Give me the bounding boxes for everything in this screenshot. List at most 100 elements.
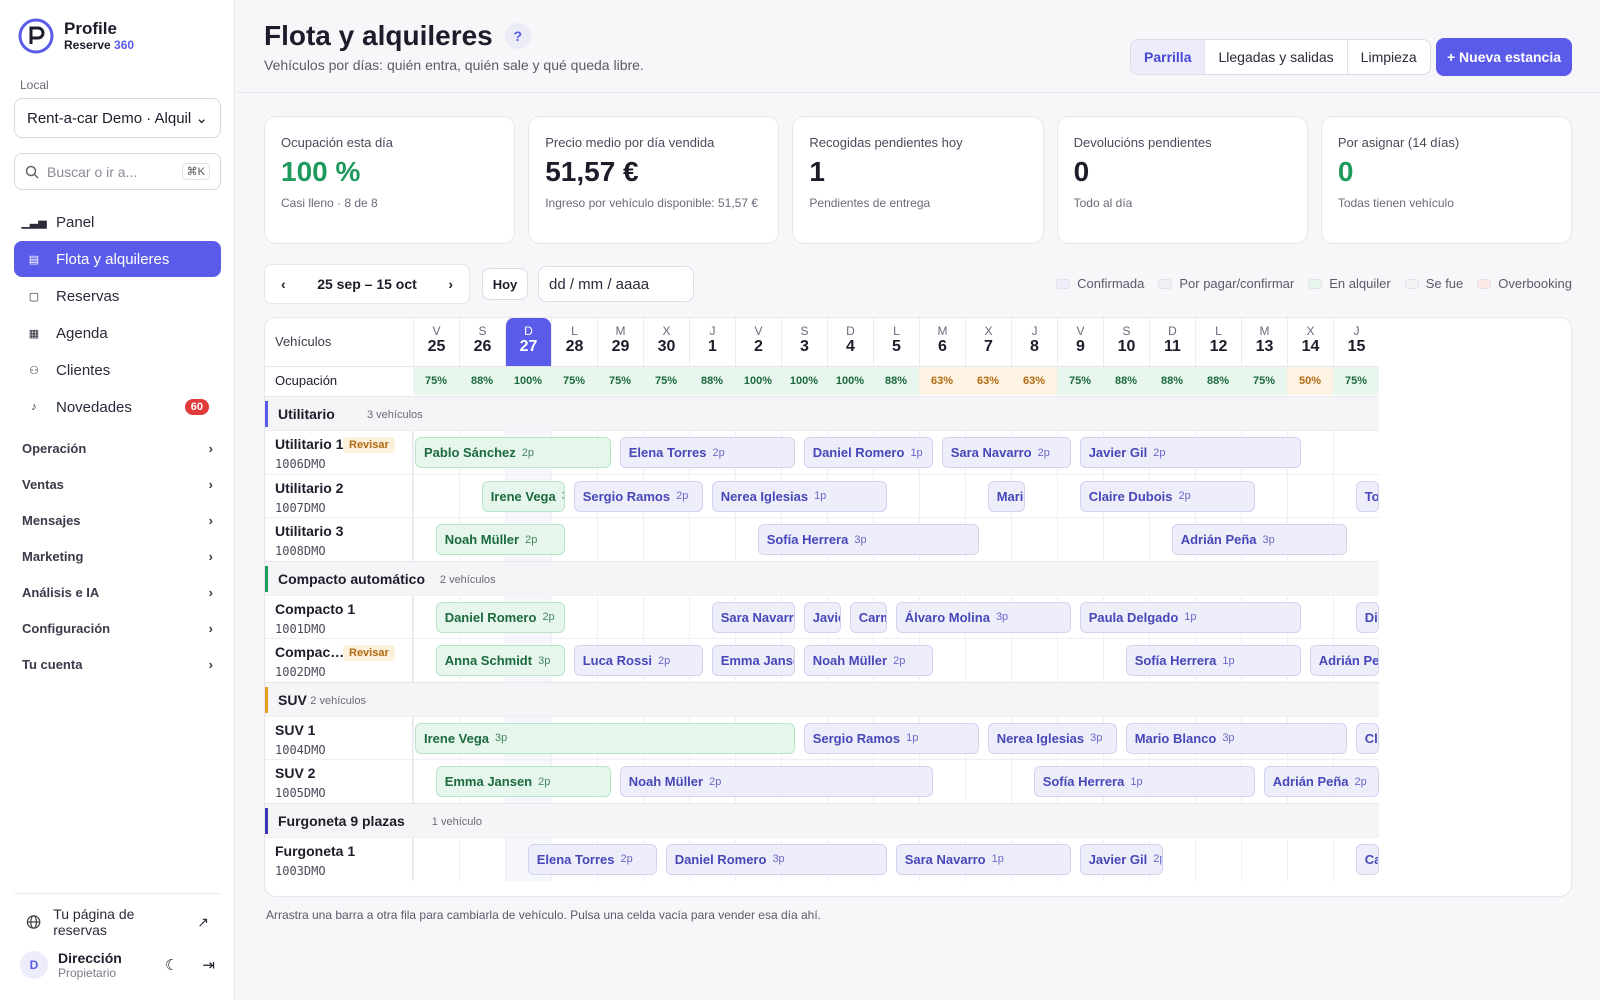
prev-button[interactable]: ‹ — [281, 276, 286, 292]
day-cell[interactable] — [1057, 639, 1103, 683]
booking-bar[interactable]: Nerea Iglesias 1p — [711, 480, 887, 512]
nav-group-1[interactable]: Ventas › — [14, 466, 221, 502]
nav-group-0[interactable]: Operación › — [14, 430, 221, 466]
day-cell[interactable] — [1011, 639, 1057, 683]
day-cell[interactable] — [1287, 837, 1333, 881]
vehicle-label[interactable]: Compac… 1002DMO Revisar — [265, 639, 413, 683]
booking-bar[interactable]: Anna Schmidt 3p — [435, 645, 565, 676]
booking-bar[interactable]: Claire — [1355, 722, 1379, 754]
booking-bar[interactable]: Mario Blanco 3p — [1125, 722, 1347, 754]
sidebar-item-clientes[interactable]: ⚇ Clientes — [14, 352, 221, 388]
booking-bar[interactable]: Sergio Ramos 2p — [573, 480, 703, 512]
nav-group-3[interactable]: Marketing › — [14, 538, 221, 574]
booking-bar[interactable]: Carmen — [849, 601, 887, 633]
booking-bar[interactable]: Adrián Peña 3p — [1171, 524, 1347, 555]
day-cell[interactable] — [643, 518, 689, 562]
booking-bar[interactable]: Luca Rossi 2p — [573, 645, 703, 676]
day-cell[interactable] — [413, 760, 459, 804]
day-cell[interactable] — [1333, 431, 1379, 475]
day-header[interactable]: S 26 — [459, 318, 505, 366]
search-input[interactable]: Buscar o ir a... ⌘K — [14, 153, 221, 190]
nav-group-4[interactable]: Análisis e IA › — [14, 574, 221, 610]
booking-bar[interactable]: Emma Jansen 2p — [435, 766, 611, 797]
day-cell[interactable] — [965, 639, 1011, 683]
day-cell[interactable] — [413, 518, 459, 562]
booking-bar[interactable]: Daniel Romero 3p — [665, 843, 887, 875]
nav-group-5[interactable]: Configuración › — [14, 610, 221, 646]
new-stay-button[interactable]: + Nueva estancia — [1436, 38, 1572, 76]
vehicle-label[interactable]: Utilitario 1 1006DMO Revisar — [265, 431, 413, 475]
booking-bar[interactable]: Noah Müller 2p — [435, 524, 565, 555]
booking-bar[interactable]: Elena Torres 2p — [619, 437, 795, 468]
booking-bar[interactable]: Tomás — [1355, 480, 1379, 512]
booking-bar[interactable]: Javier Gil — [803, 601, 841, 633]
day-cell[interactable] — [1011, 760, 1057, 804]
sidebar-item-agenda[interactable]: ▦ Agenda — [14, 315, 221, 351]
moon-icon[interactable]: ☾ — [164, 957, 179, 974]
booking-bar[interactable]: Sara Navarro — [711, 601, 795, 633]
day-cell[interactable] — [689, 595, 735, 639]
next-button[interactable]: › — [448, 276, 453, 292]
booking-bar[interactable]: Adrián Peña — [1309, 645, 1379, 676]
day-cell[interactable] — [643, 595, 689, 639]
booking-bar[interactable]: Irene Vega 3p — [415, 722, 795, 754]
booking-bar[interactable]: Noah Müller 2p — [803, 645, 933, 676]
booking-bar[interactable]: Paula Delgado 1p — [1079, 601, 1301, 633]
day-cell[interactable] — [1149, 518, 1195, 562]
booking-bar[interactable]: Sara Navarro 1p — [895, 843, 1071, 875]
day-cell[interactable] — [1333, 474, 1379, 518]
brand[interactable]: Profile Reserve 360 — [18, 18, 134, 54]
day-cell[interactable] — [597, 518, 643, 562]
nav-group-6[interactable]: Tu cuenta › — [14, 646, 221, 682]
booking-bar[interactable]: Sara Navarro 2p — [941, 437, 1071, 468]
day-header[interactable]: V 25 — [413, 318, 459, 366]
day-cell[interactable] — [459, 837, 505, 881]
booking-bar[interactable]: Pablo Sánchez 2p — [415, 437, 611, 468]
vehicle-label[interactable]: Compacto 1 1001DMO — [265, 595, 413, 639]
date-input[interactable]: dd / mm / aaaa — [538, 266, 694, 302]
day-cell[interactable] — [1011, 518, 1057, 562]
booking-bar[interactable]: Carlos — [1355, 843, 1379, 875]
day-cell[interactable] — [413, 474, 459, 518]
booking-bar[interactable]: Javier Gil 2p — [1079, 437, 1301, 468]
review-badge[interactable]: Revisar — [343, 645, 395, 661]
booking-bar[interactable]: Sofía Herrera 1p — [1125, 645, 1301, 676]
day-header[interactable]: D 11 — [1149, 318, 1195, 366]
day-header[interactable]: M 29 — [597, 318, 643, 366]
booking-bar[interactable]: Diego — [1355, 601, 1379, 633]
logout-icon[interactable]: ⇥ — [202, 957, 215, 974]
booking-bar[interactable]: Javier Gil 2p — [1079, 843, 1163, 875]
day-cell[interactable] — [413, 431, 459, 475]
booking-bar[interactable]: Daniel Romero 2p — [435, 601, 565, 633]
local-select[interactable]: Rent-a-car Demo · Alquil ⌄ — [14, 98, 221, 138]
day-cell[interactable] — [413, 837, 459, 881]
day-header[interactable]: D 27 — [505, 318, 551, 366]
day-header[interactable]: L 12 — [1195, 318, 1241, 366]
tab-parrilla[interactable]: Parrilla — [1131, 40, 1206, 74]
booking-bar[interactable]: Mario Blanco — [987, 480, 1025, 512]
help-icon[interactable]: ? — [504, 23, 531, 49]
booking-bar[interactable]: Elena Torres 2p — [527, 843, 657, 875]
user-menu[interactable]: D Dirección Propietario ☾ ⇥ — [14, 944, 221, 986]
booking-bar[interactable]: Nerea Iglesias 3p — [987, 722, 1117, 754]
day-cell[interactable] — [1287, 474, 1333, 518]
day-cell[interactable] — [1333, 595, 1379, 639]
review-badge[interactable]: Revisar — [343, 437, 395, 453]
booking-bar[interactable]: Irene Vega 3p — [481, 480, 565, 512]
tab-limpieza[interactable]: Limpieza — [1360, 49, 1417, 65]
day-cell[interactable] — [1103, 639, 1149, 683]
day-cell[interactable] — [1057, 474, 1103, 518]
day-cell[interactable] — [1241, 837, 1287, 881]
day-cell[interactable] — [1333, 837, 1379, 881]
booking-bar[interactable]: Sofía Herrera 3p — [757, 524, 979, 555]
booking-bar[interactable]: Emma Jansen — [711, 645, 795, 676]
day-header[interactable]: L 28 — [551, 318, 597, 366]
nav-group-2[interactable]: Mensajes › — [14, 502, 221, 538]
